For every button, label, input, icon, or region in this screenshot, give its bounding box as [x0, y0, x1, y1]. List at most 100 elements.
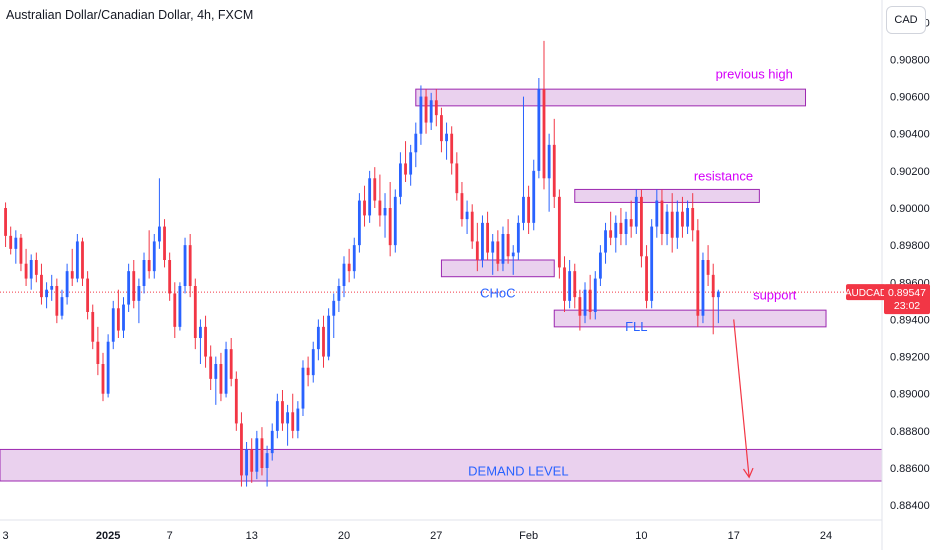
candle-body: [81, 241, 84, 279]
candle-body: [40, 274, 43, 298]
price-tick-label: 0.89200: [890, 352, 930, 364]
candle-body: [147, 260, 151, 272]
candle-body: [619, 222, 623, 234]
candle-body: [593, 278, 597, 312]
candle-body: [634, 196, 638, 227]
candle-body: [424, 96, 428, 123]
candle-body: [275, 401, 279, 431]
zone-label: CHoC: [480, 285, 515, 300]
candle-body: [245, 449, 248, 476]
zone-label: FLL: [625, 319, 647, 334]
candle-body: [168, 260, 172, 294]
candle-body: [578, 297, 582, 316]
candle-body: [163, 226, 166, 260]
candle-body: [532, 170, 536, 223]
candle-body: [460, 193, 464, 220]
time-tick-label: Feb: [519, 530, 538, 542]
price-tick-label: 0.88800: [890, 426, 930, 438]
price-tick-label: 0.88400: [890, 500, 930, 512]
candle-body: [465, 211, 469, 220]
candle-body: [501, 234, 505, 264]
candle-body: [716, 291, 720, 298]
candle-body: [311, 349, 315, 376]
candle-body: [270, 430, 274, 454]
candle-body: [614, 222, 618, 238]
candle-body: [522, 196, 525, 223]
candle-body: [306, 367, 310, 376]
candle-body: [96, 341, 100, 364]
candle-body: [316, 326, 320, 350]
candle-body: [388, 208, 392, 246]
candle-body: [209, 356, 213, 379]
zone-rect: [574, 188, 760, 203]
candle-body: [440, 115, 443, 142]
candle-body: [183, 245, 187, 286]
candle-body: [4, 208, 7, 236]
candle-body: [645, 256, 648, 301]
candle-body: [455, 163, 459, 194]
candle-body: [660, 200, 664, 234]
candle-body: [296, 408, 300, 431]
candle-body: [404, 163, 407, 175]
candle-body: [137, 286, 141, 301]
candle-body: [60, 297, 64, 316]
symbol-badge: [846, 284, 886, 301]
candle-body: [301, 367, 305, 409]
price-tick-label: 0.89400: [890, 314, 930, 326]
candle-body: [116, 308, 120, 331]
candle-body: [34, 260, 38, 275]
candle-body: [583, 289, 587, 316]
zone-label: resistance: [694, 168, 753, 183]
candle-body: [598, 252, 602, 279]
candle-body: [511, 252, 515, 257]
zone-label: previous high: [716, 66, 793, 81]
down-arrow-shaft: [733, 319, 750, 478]
zone-rect: [0, 448, 883, 482]
candle-body: [337, 286, 341, 301]
candle-body: [573, 271, 577, 298]
candle-body: [496, 241, 500, 264]
candle-body: [701, 260, 705, 316]
zone-rect: [415, 88, 807, 107]
price-tick-label: 0.90600: [890, 92, 930, 104]
candle-body: [429, 100, 433, 123]
candle-body: [691, 208, 695, 231]
candle-body: [383, 208, 387, 216]
candle-body: [568, 271, 572, 301]
candle-body: [229, 349, 233, 379]
candle-body: [481, 222, 484, 260]
price-tick-label: 0.88600: [890, 463, 930, 475]
candle-body: [609, 230, 613, 238]
price-tick-label: 0.90400: [890, 129, 930, 141]
candle-body: [542, 89, 546, 179]
candle-body: [250, 449, 254, 472]
candle-body: [409, 152, 413, 175]
candle-body: [70, 271, 74, 279]
currency-button[interactable]: CAD: [886, 6, 926, 34]
time-tick-label: 10: [635, 530, 647, 542]
candle-body: [363, 200, 366, 216]
chart-annotations: previous high resistance CHoC FLL DEMAND LEV…: [468, 66, 797, 478]
candle-body: [681, 211, 684, 227]
candle-body: [281, 401, 284, 424]
candle-body: [111, 308, 115, 342]
time-tick-label: 13: [246, 530, 258, 542]
candle-body: [686, 208, 689, 227]
candle-body: [368, 178, 372, 216]
candle-body: [624, 219, 628, 234]
price-tick-label: 0.89800: [890, 240, 930, 252]
price-tick-label: 0.90200: [890, 166, 930, 178]
candle-body: [445, 133, 448, 142]
time-tick-label: 3: [3, 530, 9, 542]
candle-body: [393, 196, 397, 246]
candle-body: [19, 237, 23, 264]
candle-body: [188, 245, 192, 286]
candle-body: [291, 412, 295, 431]
candle-body: [552, 144, 556, 197]
candle-body: [45, 289, 48, 298]
candle-body: [537, 89, 541, 171]
candle-body: [450, 133, 454, 164]
candle-body: [475, 241, 479, 260]
candle-body: [332, 300, 336, 316]
